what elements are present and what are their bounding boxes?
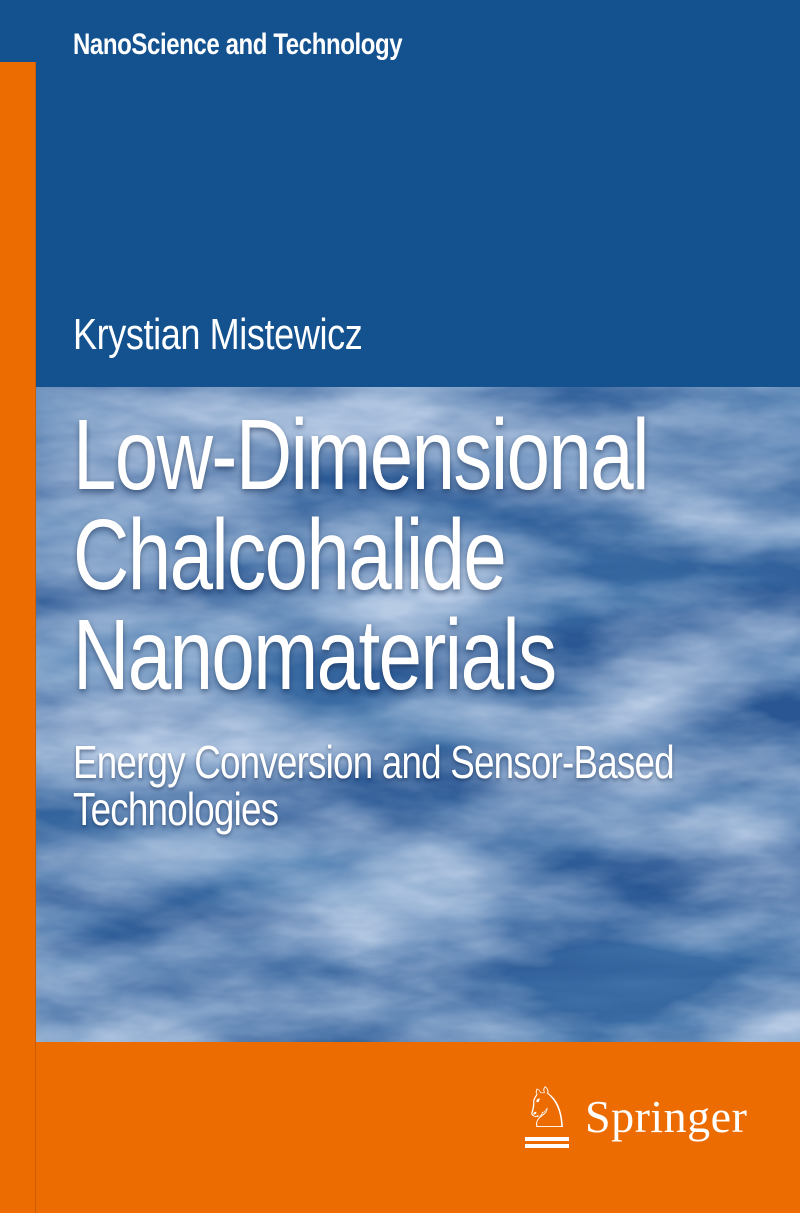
book-subtitle-line-2: Technologies (73, 783, 279, 835)
book-title-line-2: Chalcohalide (73, 499, 507, 611)
book-title-line-1: Low-Dimensional (73, 399, 649, 511)
top-band: NanoScience and Technology Krystian Mist… (0, 0, 800, 387)
publisher-wordmark: Springer (585, 1091, 748, 1142)
springer-logo: ♘ Springer (521, 1076, 748, 1148)
author-name: Krystian Mistewicz (73, 310, 363, 359)
left-accent-stripe (0, 62, 36, 1213)
knight-horse-icon: ♘ (521, 1076, 573, 1141)
logo-bar-top (525, 1137, 569, 1141)
logo-bar-bottom (525, 1144, 569, 1148)
series-title: NanoScience and Technology (73, 28, 403, 61)
cover-photo: Low-Dimensional Chalcohalide Nanomateria… (36, 387, 800, 1042)
springer-horse-icon: ♘ (521, 1076, 573, 1148)
book-title-line-3: Nanomaterials (73, 599, 557, 711)
bottom-band: ♘ Springer (36, 1042, 800, 1213)
book-subtitle-line-1: Energy Conversion and Sensor-Based (73, 736, 675, 788)
book-subtitle: Energy Conversion and Sensor-Based Techn… (73, 739, 800, 833)
rock-texture-image (36, 387, 800, 1042)
book-title: Low-Dimensional Chalcohalide Nanomateria… (73, 405, 800, 705)
